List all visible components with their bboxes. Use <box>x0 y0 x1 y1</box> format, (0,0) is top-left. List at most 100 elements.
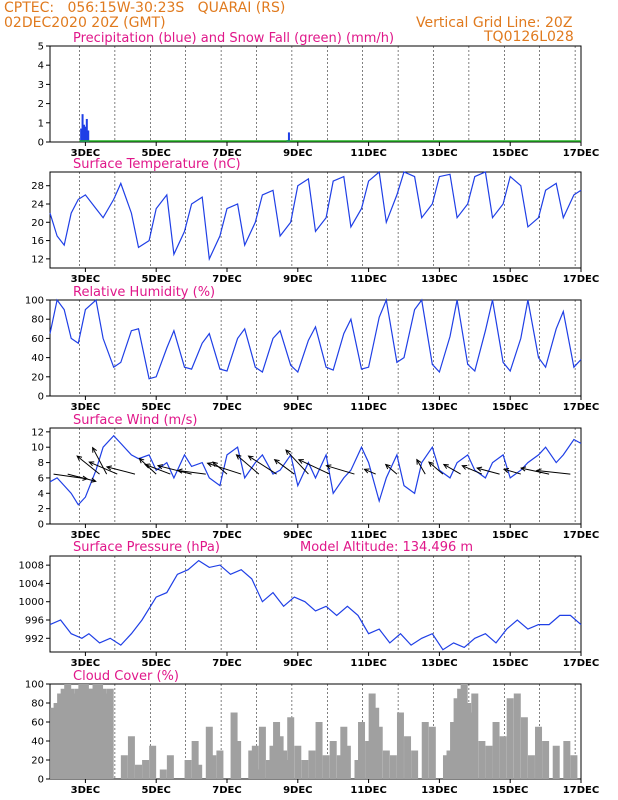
panel-precipitation: Precipitation (blue) and Snow Fall (gree… <box>38 31 600 159</box>
humidity-ytick-label: 100 <box>25 296 44 307</box>
wind-arrow-shaft <box>326 465 355 475</box>
wind-xtick-label: 9DEC <box>283 530 312 541</box>
cloud-bar <box>358 722 366 779</box>
wind-arrow-shaft <box>236 454 260 475</box>
cloud-bar <box>216 750 224 779</box>
precipitation-xtick-label: 15DEC <box>492 148 528 159</box>
wind-xtick-label: 3DEC <box>71 530 100 541</box>
wind-arrow-head <box>285 449 291 456</box>
cloud-bar <box>67 688 75 779</box>
wind-arrow-head <box>535 468 542 474</box>
wind-arrow <box>156 464 192 475</box>
cloud-cover-xtick-label: 11DEC <box>350 785 386 796</box>
precip-bar <box>84 126 87 142</box>
humidity-xtick-label: 13DEC <box>421 402 457 413</box>
cloud-bar <box>251 745 259 779</box>
wind-title: Surface Wind (m/s) <box>73 413 197 428</box>
humidity-ytick-label: 80 <box>31 315 44 326</box>
temperature-ytick-label: 12 <box>31 254 44 265</box>
humidity-xtick-label: 7DEC <box>212 402 241 413</box>
wind-arrow-head <box>416 458 422 465</box>
wind-arrow <box>92 446 108 475</box>
wind-arrow-shaft <box>443 464 461 475</box>
header-station: CPTEC: 056:15W-30:23S QUARAI (RS) <box>4 0 286 16</box>
cloud-bar <box>520 717 528 779</box>
humidity-xtick-label: 15DEC <box>492 402 528 413</box>
wind-arrow <box>76 455 100 475</box>
wind-arrow-head <box>138 457 145 464</box>
wind-arrow-head <box>384 463 391 470</box>
wind-arrow-head <box>105 465 112 471</box>
cloud-bar <box>354 760 362 779</box>
cloud-bar <box>382 750 390 779</box>
precipitation-xtick-label: 13DEC <box>421 148 457 159</box>
cloud-bar <box>269 745 277 779</box>
pressure-title: Surface Pressure (hPa) <box>73 540 220 555</box>
wind-arrow <box>461 464 483 475</box>
wind-arrow <box>384 463 398 475</box>
wind-ytick-label: 12 <box>31 427 44 438</box>
temperature-ytick-label: 24 <box>31 200 44 211</box>
pressure-xtick-label: 5DEC <box>141 658 170 669</box>
pressure-ytick-label: 996 <box>25 616 44 627</box>
cloud-bar <box>258 726 266 779</box>
wind-arrow-head <box>92 446 97 453</box>
humidity-ytick-label: 60 <box>31 334 44 345</box>
cloud-bar <box>81 684 89 779</box>
panel-temperature: Surface Temperature (nC) 12 16 20 24 28 3DEC 5D… <box>31 157 599 285</box>
precipitation-xtick-label: 7DEC <box>212 148 241 159</box>
cloud-bar <box>142 760 150 779</box>
cloud-bar <box>485 745 493 779</box>
pressure-ytick-label: 1008 <box>19 561 44 572</box>
cloud-bar <box>404 736 412 779</box>
cloud-bar <box>234 741 242 779</box>
cloud-bar <box>85 688 93 779</box>
wind-arrow-shaft <box>428 461 444 475</box>
cloud-bar <box>457 688 465 779</box>
panel-pressure: Surface Pressure (hPa) Model Altitude: 13… <box>19 540 600 669</box>
cloud-bar <box>513 693 521 779</box>
humidity-line <box>49 297 582 380</box>
cloud-cover-ytick-label: 60 <box>31 718 44 729</box>
cloud-bar <box>506 698 514 779</box>
cloud-bar <box>135 764 142 779</box>
pressure-line <box>49 559 582 651</box>
pressure-xtick-label: 9DEC <box>283 658 312 669</box>
cloud-cover-ytick-label: 100 <box>25 680 44 691</box>
wind-line <box>49 434 582 506</box>
cloud-bar <box>120 755 128 779</box>
wind-arrow <box>363 468 376 475</box>
cloud-cover-xtick-label: 9DEC <box>283 785 312 796</box>
cloud-bar <box>191 741 199 779</box>
cloud-bar <box>283 760 291 779</box>
cloud-bar <box>74 688 82 779</box>
cloud-cover-xtick-label: 3DEC <box>71 785 100 796</box>
cloud-bar <box>368 693 376 779</box>
wind-arrow-shaft <box>385 464 398 475</box>
precipitation-ytick-label: 3 <box>38 80 44 91</box>
cloud-bar <box>411 750 419 779</box>
precipitation-ytick-label: 0 <box>38 138 44 149</box>
wind-arrow-shaft <box>106 466 136 475</box>
wind-ytick-label: 4 <box>38 489 44 500</box>
cloud-bar <box>308 750 316 779</box>
wind-arrow <box>442 463 461 475</box>
wind-arrow <box>428 461 444 475</box>
wind-arrow-shaft <box>139 458 157 475</box>
temperature-frame <box>49 171 582 269</box>
wind-arrow-shaft <box>536 469 571 475</box>
cloud-bar <box>340 726 348 779</box>
cloud-cover-ytick-label: 40 <box>31 737 44 748</box>
cloud-bar <box>149 745 157 779</box>
pressure-ytick-label: 1000 <box>19 597 44 608</box>
precipitation-xtick-label: 9DEC <box>283 148 312 159</box>
wind-arrow <box>416 458 426 475</box>
wind-arrow-head <box>76 455 83 461</box>
wind-arrow <box>520 466 550 475</box>
precipitation-ytick-label: 4 <box>38 61 44 72</box>
cloud-bar <box>527 755 535 779</box>
cloud-bar <box>492 722 500 779</box>
cloud-bar <box>301 760 309 779</box>
cloud-bar <box>428 726 436 779</box>
cloud-bar <box>96 684 104 779</box>
